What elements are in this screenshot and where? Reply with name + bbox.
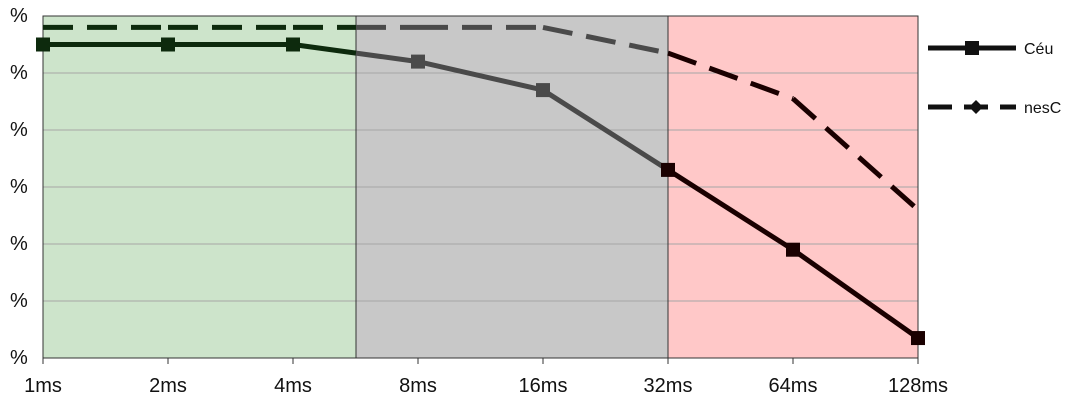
y-tick-label: % xyxy=(10,233,28,255)
x-tick-label: 4ms xyxy=(274,375,312,397)
series-nesc-line-segment xyxy=(667,50,794,101)
x-tick-label: 1ms xyxy=(24,375,62,397)
ceu-marker xyxy=(411,54,425,69)
y-tick-label: % xyxy=(10,119,28,141)
x-tick-label: 32ms xyxy=(644,375,693,397)
series-lines xyxy=(43,24,920,341)
series-markers xyxy=(36,37,925,346)
x-axis-ticks: 1ms 2ms 4ms 8ms 16ms 32ms 64ms 128ms xyxy=(24,375,948,397)
series-ceu-line-segment xyxy=(292,42,357,56)
y-tick-label: % xyxy=(10,176,28,198)
x-tick-label: 64ms xyxy=(769,375,818,397)
ceu-marker xyxy=(911,331,925,346)
ceu-marker xyxy=(786,242,800,257)
series-nesc-line-segment xyxy=(542,24,669,56)
x-tick-label: 2ms xyxy=(149,375,187,397)
y-tick-label: % xyxy=(10,347,28,369)
plot-border xyxy=(42,15,919,359)
x-tick-label: 128ms xyxy=(888,375,948,397)
y-axis-ticks: %%%%%%% xyxy=(10,5,28,369)
series-nesc-line-segment xyxy=(791,96,920,212)
y-tick-label: % xyxy=(10,5,28,27)
x-tick-label: 16ms xyxy=(519,375,568,397)
ceu-marker xyxy=(286,37,300,52)
ceu-marker xyxy=(536,83,550,98)
legend: Céu nesC xyxy=(928,41,1061,117)
x-tick-label: 8ms xyxy=(399,375,437,397)
legend-marker-nesc xyxy=(969,100,983,114)
ceu-marker xyxy=(661,162,675,177)
y-tick-label: % xyxy=(10,290,28,312)
ceu-marker xyxy=(36,37,50,52)
y-tick-label: % xyxy=(10,62,28,84)
series-ceu-line-segment xyxy=(417,59,544,93)
series-ceu-line-segment xyxy=(355,50,419,65)
legend-label-ceu: Céu xyxy=(1024,41,1053,58)
series-ceu-line-segment xyxy=(666,167,795,252)
legend-marker-ceu xyxy=(965,41,979,55)
ceu-marker xyxy=(161,37,175,52)
series-ceu-line-segment xyxy=(791,247,920,341)
series-ceu-line-segment xyxy=(541,87,670,173)
plot-frame xyxy=(42,15,919,364)
legend-label-nesc: nesC xyxy=(1024,100,1061,117)
